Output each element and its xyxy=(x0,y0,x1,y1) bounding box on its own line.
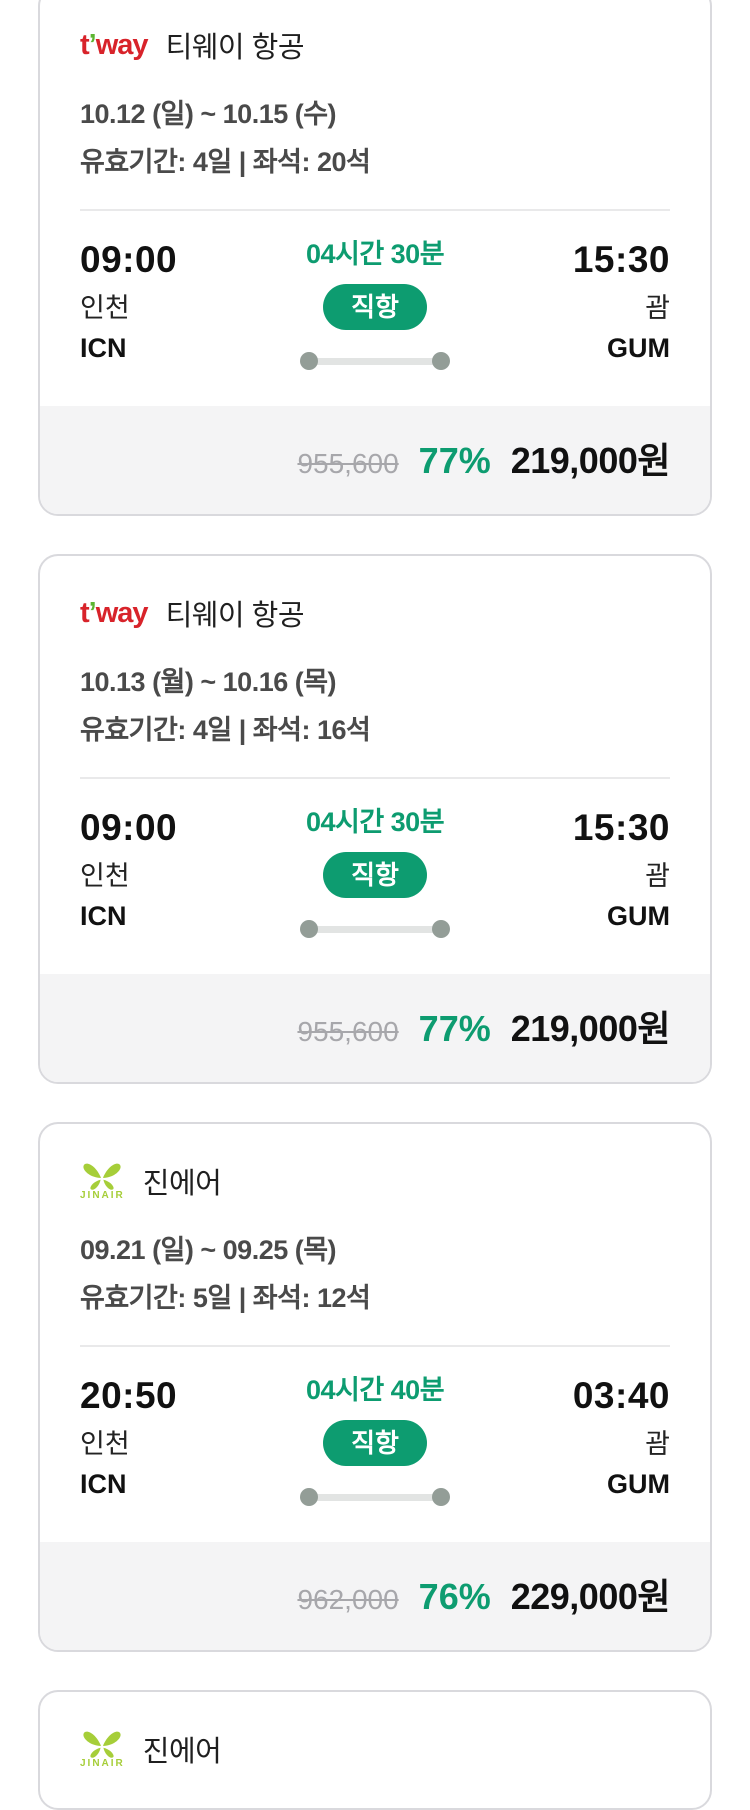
route-bar xyxy=(309,926,441,933)
arrival-city: 괌 xyxy=(645,1429,670,1459)
route-line xyxy=(300,1488,450,1506)
airline-row: JINAIR 진에어 xyxy=(80,1160,670,1202)
flight-duration: 04시간 30분 xyxy=(305,807,445,837)
departure-code: ICN xyxy=(80,900,127,931)
divider xyxy=(80,777,670,779)
route-dot-depart-icon xyxy=(300,352,318,370)
flight-card[interactable]: t’way 티웨이 항공 10.13 (월) ~ 10.16 (목) 유효기간:… xyxy=(38,554,712,1084)
final-price: 219,000원 xyxy=(510,1008,671,1049)
flight-duration: 04시간 30분 xyxy=(305,239,445,269)
date-range: 10.12 (일) ~ 10.15 (수) xyxy=(80,99,337,129)
direct-flight-badge: 직항 xyxy=(323,1420,427,1466)
arrival-code: GUM xyxy=(607,900,670,931)
route-dot-depart-icon xyxy=(300,1488,318,1506)
airline-name: 티웨이 항공 xyxy=(165,600,305,632)
divider xyxy=(80,1345,670,1347)
departure-code: ICN xyxy=(80,1468,127,1499)
airline-name: 진에어 xyxy=(142,1736,222,1768)
date-range: 10.13 (월) ~ 10.16 (목) xyxy=(80,667,337,697)
route-block: 04시간 30분 직항 xyxy=(260,241,490,370)
arrival-block: 15:30 괌 GUM xyxy=(490,241,670,363)
airline-row: t’way 티웨이 항공 xyxy=(80,592,670,634)
departure-time: 09:00 xyxy=(80,807,178,848)
route-bar xyxy=(309,1494,441,1501)
jinair-butterfly-icon: JINAIR xyxy=(80,1162,125,1201)
departure-time: 09:00 xyxy=(80,239,178,280)
flight-card[interactable]: JINAIR 진에어 09.21 (일) ~ 09.25 (목) 유효기간: 5… xyxy=(38,1122,712,1652)
tway-logo-icon: t’way xyxy=(80,596,149,629)
route-dot-depart-icon xyxy=(300,920,318,938)
flight-info-row: 09:00 인천 ICN 04시간 30분 직항 15:30 괌 xyxy=(80,779,670,974)
route-dot-arrive-icon xyxy=(432,352,450,370)
final-price: 229,000원 xyxy=(510,1576,671,1617)
arrival-city: 괌 xyxy=(645,293,670,323)
validity-seats: 유효기간: 4일 | 좌석: 20석 xyxy=(80,147,371,177)
flight-card[interactable]: t’way 티웨이 항공 10.12 (일) ~ 10.15 (수) 유효기간:… xyxy=(38,0,712,516)
departure-city: 인천 xyxy=(80,1429,130,1459)
route-line xyxy=(300,920,450,938)
validity-seats: 유효기간: 4일 | 좌석: 16석 xyxy=(80,715,371,745)
airline-name: 진에어 xyxy=(142,1168,222,1200)
flight-info-row: 20:50 인천 ICN 04시간 40분 직항 03:40 괌 xyxy=(80,1347,670,1542)
route-block: 04시간 40분 직항 xyxy=(260,1377,490,1506)
flight-card[interactable]: JINAIR 진에어 xyxy=(38,1690,712,1810)
departure-city: 인천 xyxy=(80,293,130,323)
departure-code: ICN xyxy=(80,332,127,363)
direct-flight-badge: 직항 xyxy=(323,284,427,330)
flight-duration: 04시간 40분 xyxy=(305,1375,445,1405)
route-dot-arrive-icon xyxy=(432,1488,450,1506)
final-price: 219,000원 xyxy=(510,440,671,481)
discount-percent: 77% xyxy=(418,440,491,481)
route-line xyxy=(300,352,450,370)
flight-info-row: 09:00 인천 ICN 04시간 30분 직항 15:30 괌 xyxy=(80,211,670,406)
airline-name: 티웨이 항공 xyxy=(165,32,305,64)
route-bar xyxy=(309,358,441,365)
original-price: 955,600 xyxy=(297,448,399,479)
jinair-butterfly-icon: JINAIR xyxy=(80,1730,125,1769)
price-footer: 955,600 77% 219,000원 xyxy=(40,406,710,514)
date-range: 09.21 (일) ~ 09.25 (목) xyxy=(80,1235,337,1265)
arrival-time: 15:30 xyxy=(572,239,670,280)
jinair-logo-text: JINAIR xyxy=(80,1189,125,1201)
departure-city: 인천 xyxy=(80,861,130,891)
tway-logo-icon: t’way xyxy=(80,28,149,61)
arrival-code: GUM xyxy=(607,332,670,363)
arrival-time: 03:40 xyxy=(572,1375,670,1416)
arrival-block: 03:40 괌 GUM xyxy=(490,1377,670,1499)
departure-time: 20:50 xyxy=(80,1375,178,1416)
arrival-block: 15:30 괌 GUM xyxy=(490,809,670,931)
discount-percent: 76% xyxy=(418,1576,491,1617)
original-price: 962,000 xyxy=(297,1584,399,1615)
price-footer: 955,600 77% 219,000원 xyxy=(40,974,710,1082)
discount-percent: 77% xyxy=(418,1008,491,1049)
arrival-time: 15:30 xyxy=(572,807,670,848)
airline-row: t’way 티웨이 항공 xyxy=(80,24,670,66)
route-dot-arrive-icon xyxy=(432,920,450,938)
departure-block: 20:50 인천 ICN xyxy=(80,1377,260,1499)
validity-seats: 유효기간: 5일 | 좌석: 12석 xyxy=(80,1283,371,1313)
original-price: 955,600 xyxy=(297,1016,399,1047)
arrival-city: 괌 xyxy=(645,861,670,891)
route-block: 04시간 30분 직항 xyxy=(260,809,490,938)
departure-block: 09:00 인천 ICN xyxy=(80,241,260,363)
arrival-code: GUM xyxy=(607,1468,670,1499)
jinair-logo-text: JINAIR xyxy=(80,1757,125,1769)
airline-row: JINAIR 진에어 xyxy=(80,1728,670,1770)
divider xyxy=(80,209,670,211)
price-footer: 962,000 76% 229,000원 xyxy=(40,1542,710,1650)
direct-flight-badge: 직항 xyxy=(323,852,427,898)
departure-block: 09:00 인천 ICN xyxy=(80,809,260,931)
